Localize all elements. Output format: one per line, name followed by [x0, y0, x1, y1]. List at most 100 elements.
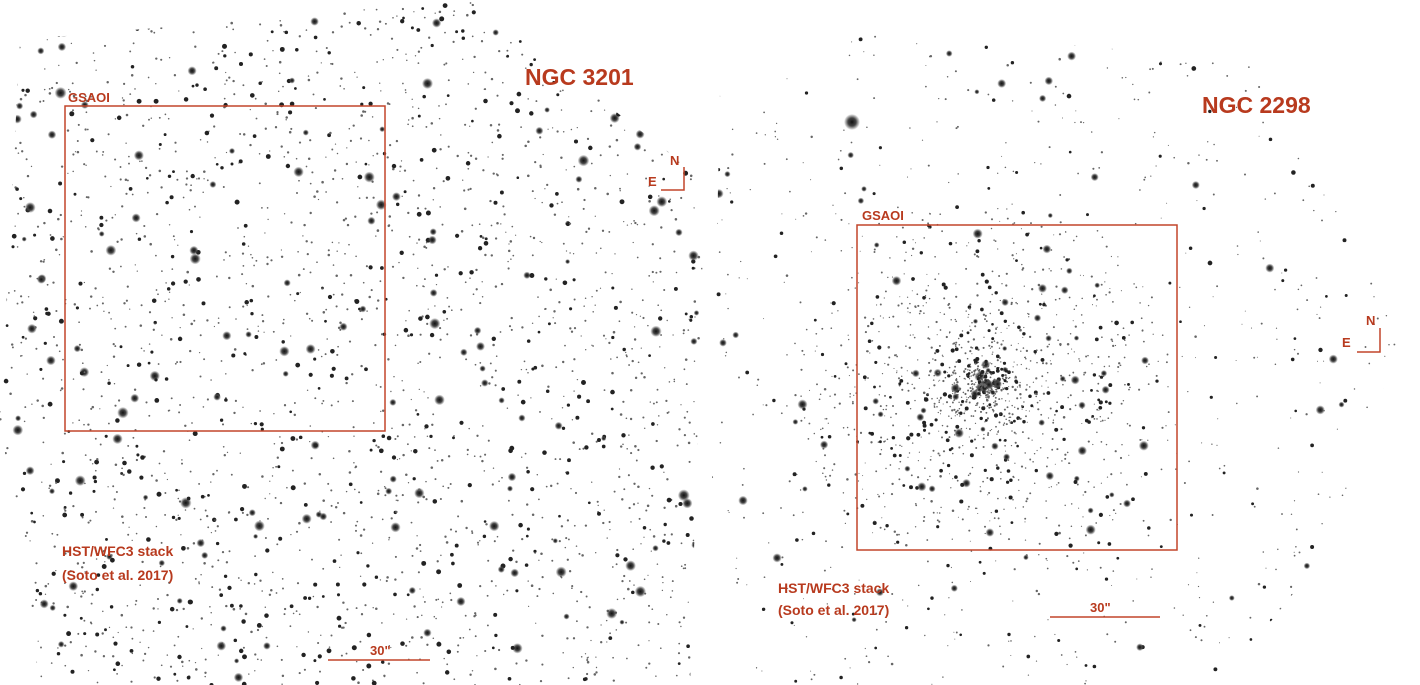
- star: [618, 320, 621, 323]
- star: [940, 398, 942, 400]
- star: [659, 346, 661, 348]
- star: [1148, 363, 1150, 365]
- star: [961, 609, 963, 611]
- star: [16, 246, 19, 248]
- star: [506, 485, 514, 492]
- star: [432, 186, 436, 190]
- star: [1000, 471, 1002, 474]
- star: [1045, 516, 1048, 519]
- star: [228, 147, 236, 155]
- star: [1042, 433, 1044, 435]
- star: [265, 154, 271, 159]
- star: [523, 360, 526, 363]
- star: [968, 529, 971, 532]
- star: [960, 427, 963, 430]
- star: [82, 561, 85, 565]
- star: [419, 158, 424, 162]
- star: [1068, 296, 1071, 299]
- star: [375, 607, 378, 611]
- star: [342, 601, 345, 604]
- star: [131, 213, 141, 223]
- star: [637, 88, 639, 91]
- star: [150, 350, 154, 354]
- star: [466, 448, 469, 452]
- star: [1145, 365, 1148, 368]
- star: [1167, 386, 1169, 388]
- star: [222, 185, 225, 189]
- star: [60, 237, 63, 241]
- star: [835, 213, 837, 215]
- star: [1303, 562, 1311, 570]
- star: [327, 253, 331, 257]
- star: [1112, 344, 1115, 348]
- star: [360, 613, 364, 616]
- star: [356, 520, 359, 523]
- star: [880, 449, 883, 451]
- star: [1029, 81, 1032, 84]
- star: [446, 297, 449, 299]
- star: [1400, 220, 1404, 224]
- star: [802, 486, 808, 492]
- star: [499, 190, 504, 195]
- star: [941, 230, 943, 233]
- star: [104, 175, 107, 178]
- star: [529, 62, 533, 67]
- star: [802, 32, 804, 34]
- star: [250, 422, 252, 425]
- star: [794, 679, 798, 683]
- star: [678, 642, 681, 645]
- star: [984, 45, 988, 49]
- star: [1182, 614, 1184, 616]
- star: [348, 482, 353, 487]
- star: [223, 574, 228, 578]
- star: [1004, 166, 1007, 169]
- star: [1003, 453, 1011, 461]
- star: [1045, 465, 1048, 468]
- star: [340, 77, 343, 80]
- star: [243, 352, 247, 356]
- star: [1025, 409, 1027, 412]
- star: [633, 326, 636, 328]
- star: [261, 80, 263, 83]
- star: [974, 422, 977, 425]
- star: [602, 521, 605, 525]
- star: [948, 302, 951, 305]
- star: [237, 227, 239, 229]
- star: [382, 59, 384, 61]
- star: [385, 487, 393, 495]
- star: [298, 35, 301, 38]
- star: [551, 559, 554, 562]
- star: [611, 335, 615, 340]
- star: [1074, 404, 1077, 407]
- star: [624, 40, 629, 45]
- star: [1391, 618, 1394, 621]
- star: [496, 535, 499, 538]
- star: [1003, 508, 1005, 511]
- star: [476, 341, 485, 351]
- star: [277, 465, 281, 469]
- star: [370, 516, 373, 519]
- star: [982, 445, 985, 449]
- star: [830, 302, 832, 304]
- star: [571, 587, 573, 590]
- star: [966, 398, 968, 401]
- star: [1064, 453, 1067, 456]
- star: [950, 487, 952, 489]
- star: [864, 462, 866, 464]
- star: [996, 433, 998, 435]
- star: [302, 129, 309, 136]
- star: [172, 14, 177, 19]
- star: [164, 472, 166, 475]
- star: [446, 317, 449, 320]
- star: [1007, 632, 1011, 637]
- star: [84, 226, 87, 228]
- panel-title: NGC 3201: [525, 64, 634, 90]
- star: [1351, 588, 1354, 591]
- star: [874, 646, 878, 650]
- star: [1039, 447, 1042, 449]
- star: [453, 678, 456, 681]
- star: [825, 479, 828, 481]
- star: [282, 587, 284, 590]
- star: [357, 174, 363, 180]
- star: [968, 428, 971, 430]
